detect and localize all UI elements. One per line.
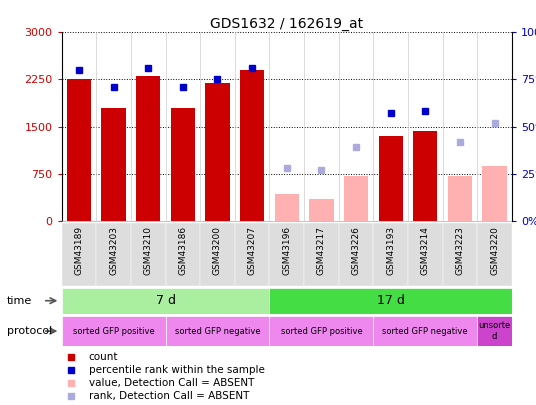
Bar: [482, 166, 507, 221]
Text: sorted GFP positive: sorted GFP positive: [280, 326, 362, 336]
Bar: [374, 223, 408, 286]
Text: count: count: [88, 352, 118, 362]
Bar: [166, 316, 270, 346]
Bar: [101, 108, 126, 221]
Bar: [205, 83, 229, 221]
Text: GSM43196: GSM43196: [282, 226, 291, 275]
Bar: [200, 223, 235, 286]
Text: 7 d: 7 d: [155, 294, 176, 307]
Text: GSM43220: GSM43220: [490, 226, 499, 275]
Text: GSM43223: GSM43223: [456, 226, 464, 275]
Text: GSM43214: GSM43214: [421, 226, 430, 275]
Text: GSM43217: GSM43217: [317, 226, 326, 275]
Text: GSM43186: GSM43186: [178, 226, 188, 275]
Bar: [131, 223, 166, 286]
Bar: [171, 108, 195, 221]
Bar: [274, 194, 299, 221]
Text: sorted GFP positive: sorted GFP positive: [73, 326, 154, 336]
Text: rank, Detection Call = ABSENT: rank, Detection Call = ABSENT: [88, 391, 249, 401]
Text: GSM43189: GSM43189: [75, 226, 84, 275]
Bar: [408, 223, 443, 286]
Bar: [166, 223, 200, 286]
Bar: [309, 199, 333, 221]
Bar: [62, 288, 270, 314]
Text: unsorte
d: unsorte d: [479, 322, 511, 341]
Text: GSM43203: GSM43203: [109, 226, 118, 275]
Text: GSM43193: GSM43193: [386, 226, 395, 275]
Text: GSM43207: GSM43207: [248, 226, 257, 275]
Text: GSM43226: GSM43226: [352, 226, 361, 275]
Bar: [67, 79, 91, 221]
Bar: [304, 223, 339, 286]
Bar: [344, 176, 368, 221]
Title: GDS1632 / 162619_at: GDS1632 / 162619_at: [210, 17, 363, 31]
Bar: [270, 316, 374, 346]
Text: time: time: [7, 296, 32, 306]
Bar: [235, 223, 270, 286]
Text: sorted GFP negative: sorted GFP negative: [383, 326, 468, 336]
Bar: [443, 223, 477, 286]
Bar: [477, 316, 512, 346]
Text: percentile rank within the sample: percentile rank within the sample: [88, 365, 265, 375]
Text: GSM43210: GSM43210: [144, 226, 153, 275]
Bar: [413, 131, 437, 221]
Bar: [96, 223, 131, 286]
Bar: [240, 70, 264, 221]
Bar: [62, 316, 166, 346]
Bar: [339, 223, 374, 286]
Text: GSM43200: GSM43200: [213, 226, 222, 275]
Bar: [378, 136, 403, 221]
Bar: [270, 288, 512, 314]
Bar: [62, 223, 96, 286]
Text: protocol: protocol: [7, 326, 52, 336]
Text: value, Detection Call = ABSENT: value, Detection Call = ABSENT: [88, 378, 254, 388]
Bar: [136, 76, 160, 221]
Bar: [448, 176, 472, 221]
Bar: [477, 223, 512, 286]
Bar: [374, 316, 477, 346]
Text: sorted GFP negative: sorted GFP negative: [175, 326, 260, 336]
Text: 17 d: 17 d: [377, 294, 405, 307]
Bar: [270, 223, 304, 286]
